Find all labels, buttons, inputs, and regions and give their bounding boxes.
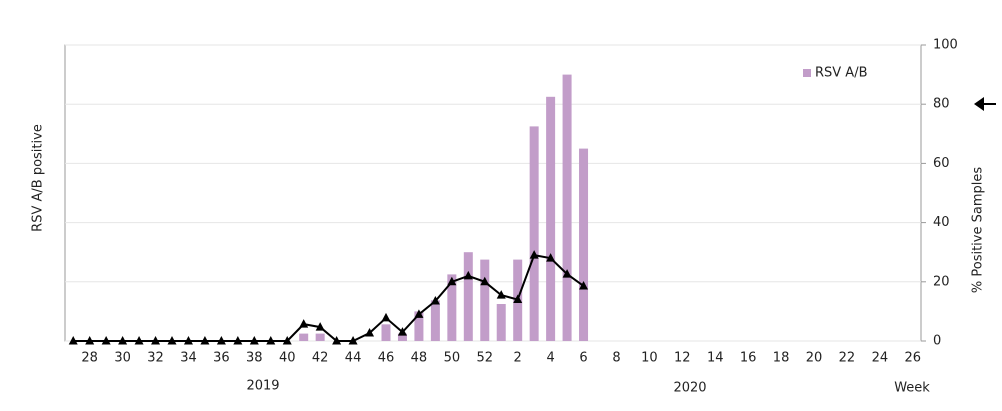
- line: [73, 254, 585, 342]
- line-marker: [200, 336, 210, 345]
- line-marker: [414, 309, 424, 318]
- line-marker: [513, 294, 523, 304]
- line-marker: [529, 250, 539, 259]
- x-tick-label: 6: [579, 351, 587, 366]
- y2-tick-label: 20: [933, 274, 950, 289]
- line-marker: [266, 336, 276, 345]
- x-tick-label: 16: [740, 351, 757, 366]
- x-axis-label: Week: [894, 381, 930, 396]
- bar: [480, 259, 490, 341]
- line-marker: [381, 312, 391, 322]
- line-marker: [365, 328, 375, 337]
- line-marker: [579, 280, 589, 290]
- y2-tick-label: 80: [933, 97, 950, 112]
- plot-frame: [64, 44, 922, 342]
- x-tick-label: 46: [378, 351, 395, 366]
- x-tick-label: 50: [444, 351, 461, 366]
- x-tick-label: 36: [213, 351, 230, 366]
- x-tick-label: 18: [773, 351, 790, 366]
- line-marker: [249, 336, 259, 345]
- line-marker: [233, 336, 243, 345]
- x-tick-label: 26: [904, 351, 921, 366]
- line-marker: [480, 276, 490, 286]
- legend-label: RSV A/B: [815, 66, 868, 81]
- line-marker: [299, 319, 309, 328]
- x-tick-label: 38: [246, 351, 263, 366]
- y2-tick-label: 40: [933, 215, 950, 230]
- x-tick-label: 32: [147, 351, 164, 366]
- legend-swatch: [803, 69, 811, 77]
- x-tick-label: 48: [411, 351, 428, 366]
- bar: [447, 274, 457, 341]
- bar: [529, 126, 539, 342]
- x-tick-label: 40: [279, 351, 296, 366]
- x-tick-label: 8: [612, 351, 620, 366]
- line-marker: [118, 336, 128, 345]
- line-marker: [134, 336, 144, 345]
- y2-tick-label: 100: [933, 38, 958, 53]
- line-marker: [463, 270, 473, 280]
- bar: [496, 304, 506, 341]
- bar: [414, 311, 424, 341]
- bar: [397, 333, 407, 341]
- line-marker: [562, 269, 572, 278]
- line-marker: [282, 336, 292, 345]
- x-tick-label: 28: [81, 351, 98, 366]
- line-marker: [546, 253, 556, 262]
- line-marker: [348, 336, 358, 345]
- line-marker: [183, 336, 193, 345]
- bar: [381, 324, 391, 341]
- y2-axis-label: % Positive Samples: [971, 167, 986, 293]
- line-marker: [101, 336, 111, 345]
- x-tick-label: 52: [476, 351, 493, 366]
- y-axis-label: RSV A/B positive: [31, 124, 46, 232]
- x-tick-label: 14: [707, 351, 724, 366]
- legend-marker: [974, 97, 984, 111]
- x-tick-label: 20: [806, 351, 823, 366]
- year-label: 2020: [673, 381, 706, 396]
- line-marker: [167, 336, 177, 345]
- x-tick-label: 34: [180, 351, 197, 366]
- line-marker: [430, 296, 440, 305]
- bar: [562, 74, 572, 341]
- x-tick-label: 22: [839, 351, 856, 366]
- x-tick-label: 12: [674, 351, 691, 366]
- bar: [546, 96, 556, 341]
- bar: [579, 148, 589, 341]
- x-tick-label: 4: [546, 351, 554, 366]
- line-marker: [332, 336, 342, 345]
- bar: [315, 333, 325, 341]
- line-marker: [315, 322, 325, 331]
- x-tick-label: 24: [872, 351, 889, 366]
- x-tick-label: 42: [312, 351, 329, 366]
- bar: [299, 333, 309, 341]
- x-tick-label: 10: [641, 351, 658, 366]
- line-marker: [447, 276, 457, 286]
- line-marker: [85, 336, 95, 345]
- x-tick-label: 2: [514, 351, 522, 366]
- y2-tick-label: 60: [933, 156, 950, 171]
- x-tick-label: 44: [345, 351, 362, 366]
- line-marker: [216, 336, 226, 345]
- year-label: 2019: [246, 379, 279, 394]
- line-marker: [68, 336, 78, 345]
- y2-tick-label: 0: [933, 334, 941, 349]
- bar: [430, 300, 440, 341]
- line-marker: [496, 290, 506, 299]
- bar: [463, 252, 473, 341]
- x-tick-label: 30: [114, 351, 131, 366]
- line-marker: [397, 327, 407, 336]
- line-marker: [151, 336, 161, 345]
